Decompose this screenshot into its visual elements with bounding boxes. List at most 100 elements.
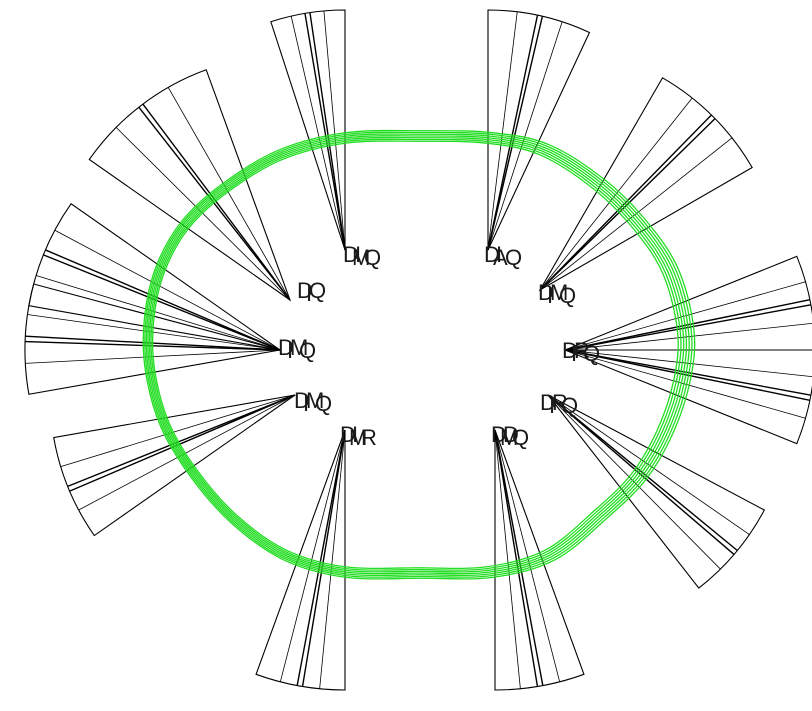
sector-spoke [279,429,346,682]
sector-spoke [60,394,296,468]
cluster-label: M [500,425,518,450]
sector-wedge [88,69,292,302]
cluster-label: D [538,280,554,305]
sector-spoke [45,249,281,351]
sector-spoke [487,21,563,251]
sector-spoke [547,394,738,552]
sector-spoke [547,394,750,535]
sector-wedge [255,429,346,691]
sector-spoke [564,349,812,378]
sector-spoke [323,10,346,251]
sector-outline [88,69,292,302]
cluster-label: I [287,338,293,363]
label-cluster-left-upper: DIQ [297,278,326,306]
cluster-label: M [290,335,308,360]
cluster-label: A [493,245,508,270]
sector-spoke [539,97,693,291]
cluster-label: I [571,341,577,366]
sector-wedge [270,9,346,251]
cluster-label: I [306,281,312,306]
sector-wedge [538,77,753,292]
ring-trace [145,133,690,577]
sector-spoke [539,137,733,291]
sector-spoke [487,15,539,251]
sector-spoke [142,103,291,301]
green-ring [142,129,696,580]
cluster-label: D [484,242,500,267]
sector-spoke [78,394,296,511]
cluster-label: M [306,388,324,413]
ring-trace [147,135,688,575]
cluster-label: D [503,422,519,447]
sector-wedge [487,9,591,251]
ring-trace [150,138,682,571]
sector-outline [53,394,296,537]
sector-spoke [43,254,281,351]
ring-trace [144,131,693,578]
label-cluster-lower-left: DMI R [340,422,377,450]
cluster-label: D [343,242,359,267]
cluster-label: R [574,338,590,363]
sector-outline [270,9,346,251]
sector-wedge [547,394,766,589]
cluster-label: D [294,388,310,413]
sector-spoke [301,429,346,687]
sector-spoke [564,349,812,396]
label-cluster-upper-right: DAI Q [484,242,522,270]
ring-trace [142,129,696,580]
sector-spoke [304,13,346,251]
cluster-label: Q [559,283,576,308]
sector-wedge [564,349,812,445]
sector-spoke [494,429,539,687]
cluster-label: D [297,278,313,303]
sector-spoke [27,314,281,351]
cluster-label: I [355,242,361,267]
cluster-label: I [352,422,358,447]
cluster-label: Q [512,425,529,450]
ring-trace [148,136,685,573]
sector-outline [538,77,753,292]
ring-trace [151,140,679,570]
sector-spoke [167,87,291,301]
sector-spoke [494,429,561,682]
sector-spoke [319,429,346,689]
label-cluster-upper-left: DMI Q [343,242,381,270]
cluster-label: I [303,391,309,416]
sector-spoke [69,394,296,492]
sector-spoke [494,429,521,689]
cluster-label: M [550,280,568,305]
sector-outline [494,429,585,691]
cluster-label: Q [299,338,316,363]
sector-spoke [36,275,281,351]
cluster-label: R [361,425,377,450]
cluster-label: Q [505,245,522,270]
cluster-label: D [562,338,578,363]
sector-spoke [494,429,544,686]
sector-spoke [115,127,291,301]
sector-wedge [494,429,585,691]
sector-spoke [487,16,544,251]
sector-spoke [564,281,806,351]
cluster-label: D [278,335,294,360]
cluster-label: D [491,422,507,447]
cluster-label: Q [364,245,381,270]
sector-spoke [296,429,346,686]
sector-spoke [54,229,281,351]
sector-outline [487,9,591,251]
cluster-label: M [349,425,367,450]
cluster-label: Q [315,391,332,416]
sector-wedge [53,394,296,537]
cluster-label: D [340,422,356,447]
sector-spoke [67,394,296,488]
cluster-label: I [496,242,502,267]
cluster-label: D [540,390,556,415]
